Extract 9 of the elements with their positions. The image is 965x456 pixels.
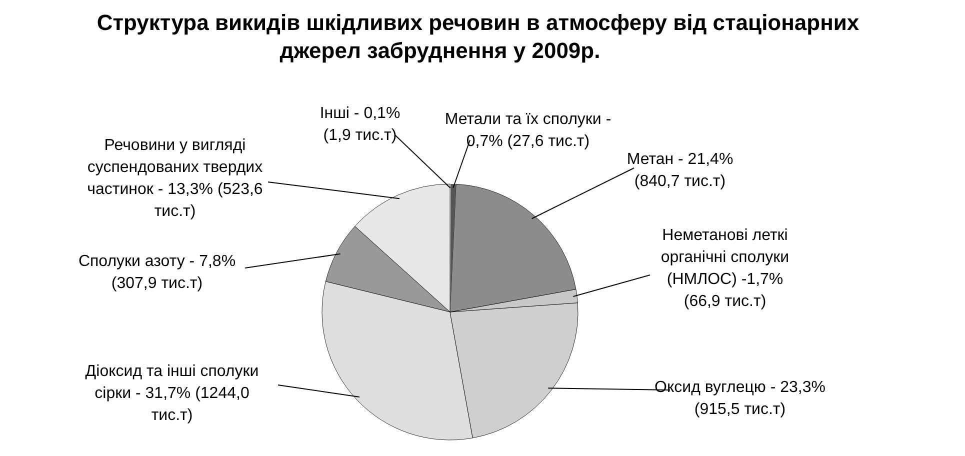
slice-label: Сполуки азоту - 7,8% (307,9 тис.т) (78, 253, 236, 292)
slice-label: Оксид вуглецю - 23,3% (915,5 тис.т) (654, 379, 826, 418)
slice-label: Речовини у вигляді суспендованих твердих частинок - 13,3% (523,6 тис.т) (87, 137, 263, 220)
slice-label: Діоксид та інші сполуки сірки - 31,7% (1244,0 тис.т) (85, 363, 259, 424)
slice-label: Неметанові леткі органічні сполуки (НМЛОС) -1,7% (66,9 тис.т) (660, 227, 790, 310)
slice-label: Метали та їх сполуки - 0,7% (27,6 тис.т) (444, 111, 612, 150)
chart-title: Структура викидів шкідливих речовин в атмосферу від стаціонарних джерел забруднення у 2009р. (96, 10, 860, 63)
slice-label: Інші - 0,1% (1,9 тис.т) (320, 105, 400, 144)
slice-label: Метан - 21,4% (840,7 тис.т) (626, 151, 734, 190)
